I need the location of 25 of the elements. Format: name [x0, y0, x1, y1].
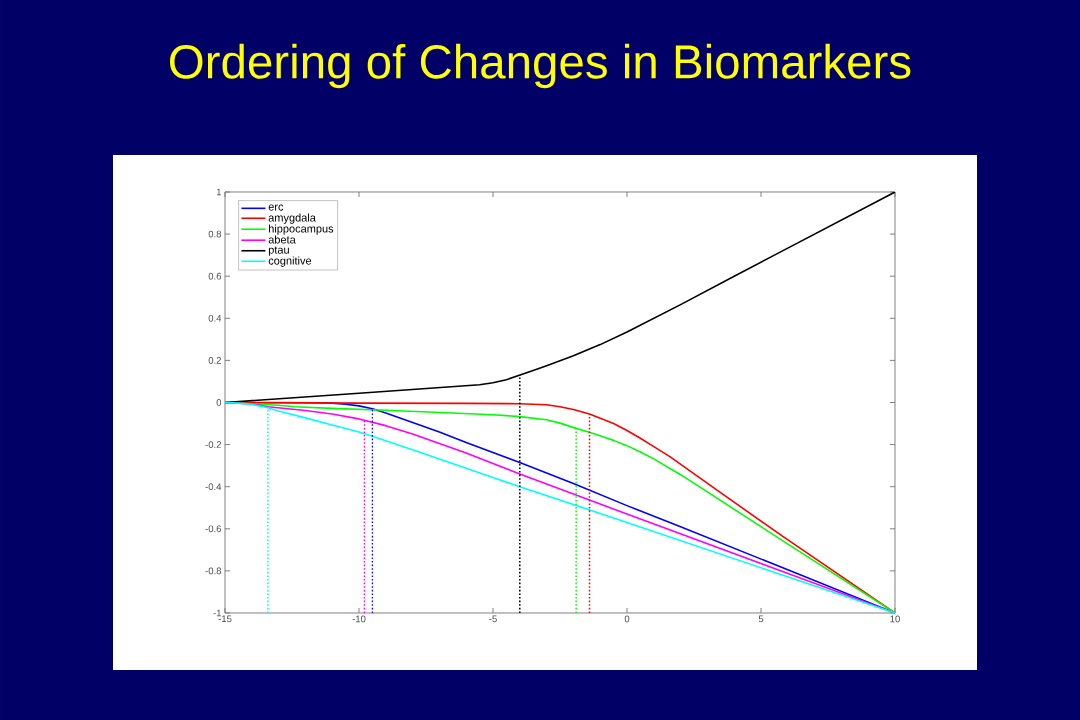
y-tick-label: 0.4 [208, 314, 222, 322]
y-tick-label: -0.8 [205, 567, 222, 575]
y-tick-label: 0.8 [208, 230, 222, 238]
y-tick-label: 0.6 [208, 272, 222, 280]
legend-label: abeta [268, 235, 296, 244]
x-tick-label: 10 [890, 615, 900, 623]
y-tick-label: 0.2 [208, 357, 222, 364]
x-tick-label: -15 [218, 615, 232, 623]
x-tick-label: 5 [758, 615, 764, 623]
x-tick-label: -5 [489, 615, 497, 623]
legend-label: ptau [268, 246, 289, 256]
line-series [225, 401, 895, 613]
x-tick-label: 0 [624, 615, 630, 623]
y-tick-label: 0 [216, 399, 222, 406]
legend-label: hippocampus [268, 224, 334, 235]
y-tick-label: -1 [213, 609, 222, 617]
chart-title: Ordering of Changes in Biomarkers [170, 43, 911, 89]
y-tick-label: 1 [216, 188, 221, 196]
y-tick-label: -0.4 [205, 483, 222, 491]
x-tick-label: -10 [352, 615, 366, 623]
y-tick-label: -0.2 [205, 441, 222, 448]
legend-label: cognitive [268, 256, 312, 267]
legend-label: amygdala [268, 213, 316, 224]
y-tick-label: -0.6 [205, 525, 222, 533]
legend-label: erc [268, 204, 284, 211]
